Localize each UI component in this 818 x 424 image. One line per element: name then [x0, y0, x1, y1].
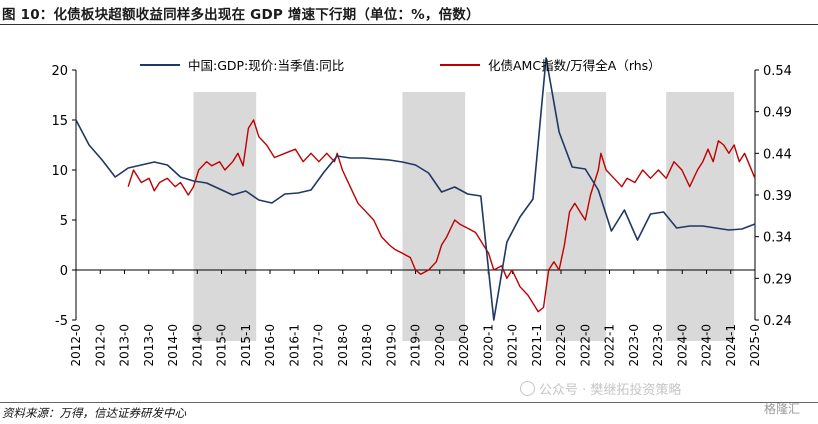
shaded-period	[193, 92, 257, 341]
x-tick-label: 2022-1	[603, 324, 617, 367]
x-tick-label: 2021-0	[506, 324, 520, 367]
right-tick-label: 0.34	[763, 231, 792, 246]
x-tick-label: 2024-1	[724, 324, 738, 367]
x-tick-label: 2020-0	[433, 324, 447, 367]
chart: -5 0 5 10 15 20 0.24 0.29 0.34 0.39 0.44 0.49 0.54 20…	[51, 57, 792, 367]
left-tick-label: 5	[60, 214, 68, 229]
title-rule	[0, 24, 818, 25]
x-tick-label: 2023-0	[627, 324, 641, 367]
x-tick-label: 2015-0	[215, 324, 229, 367]
x-tick-label: 2014-0	[190, 324, 204, 367]
x-tick-label: 2019-0	[384, 324, 398, 367]
x-tick-label: 2024-0	[675, 324, 689, 367]
x-tick-label: 2014-0	[166, 324, 180, 367]
legend: 中国:GDP:现价:当季值:同比 化债AMC指数/万得全A（rhs）	[140, 58, 661, 73]
left-tick-label: 0	[60, 264, 68, 279]
x-tick-label: 2017-0	[312, 324, 326, 367]
shaded-period	[546, 92, 607, 341]
watermark-text: 公众号 · 樊继拓投资策略	[539, 383, 682, 398]
shaded-periods	[193, 92, 735, 341]
amc-ratio-line	[127, 119, 756, 313]
right-tick-label: 0.44	[763, 147, 792, 162]
source-rule	[0, 402, 818, 403]
left-tick-label: 20	[51, 64, 68, 79]
shaded-period	[402, 92, 466, 341]
legend-amc-label: 化债AMC指数/万得全A（rhs）	[488, 58, 661, 73]
right-tick-label: 0.49	[763, 106, 792, 121]
series-lines	[75, 57, 756, 321]
x-tick-label: 2025-0	[748, 324, 762, 367]
right-tick-label: 0.24	[763, 314, 792, 329]
x-tick-label: 2012-0	[93, 324, 107, 367]
x-tick-label: 2020-1	[481, 324, 495, 367]
x-tick-label: 2013-0	[142, 324, 156, 367]
x-tick-label: 2022-0	[554, 324, 568, 367]
x-tick-label: 2023-0	[651, 324, 665, 367]
x-tick-label: 2012-0	[69, 324, 83, 367]
x-tick-label: 2019-0	[409, 324, 423, 367]
legend-gdp-label: 中国:GDP:现价:当季值:同比	[188, 58, 344, 73]
right-tick-label: 0.29	[763, 272, 792, 287]
x-tick-label: 2024-0	[700, 324, 714, 367]
axes: -5 0 5 10 15 20 0.24 0.29 0.34 0.39 0.44 0.49 0.54 20…	[51, 64, 792, 367]
x-tick-label: 2016-1	[287, 324, 301, 367]
right-tick-label: 0.54	[763, 64, 792, 79]
x-tick-label: 2022-0	[578, 324, 592, 367]
figure-title: 图 10：化债板块超额收益同样多出现在 GDP 增速下行期（单位：%，倍数）	[2, 7, 480, 23]
x-tick-label: 2021-1	[530, 324, 544, 367]
x-tick-label: 2018-0	[360, 324, 374, 367]
logo: 格隆汇	[764, 402, 801, 416]
x-tick-label: 2016-0	[263, 324, 277, 367]
x-tick-label: 2020-0	[457, 324, 471, 367]
source-note: 资料来源：万得，信达证券研发中心	[2, 406, 186, 420]
x-tick-label: 2013-0	[118, 324, 132, 367]
left-tick-label: -5	[55, 314, 68, 329]
left-tick-label: 15	[51, 114, 68, 129]
x-tick-label: 2015-1	[239, 324, 253, 367]
watermark: 公众号 · 樊继拓投资策略	[520, 379, 681, 398]
gdp-line	[75, 57, 756, 321]
shaded-period	[666, 92, 735, 341]
right-tick-label: 0.39	[763, 189, 792, 204]
left-tick-label: 10	[51, 164, 68, 179]
x-tick-label: 2018-0	[336, 324, 350, 367]
wechat-icon	[520, 381, 535, 396]
